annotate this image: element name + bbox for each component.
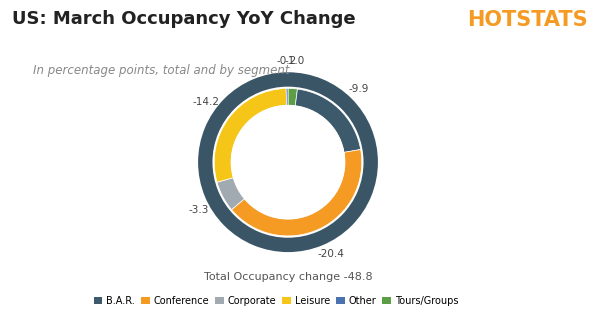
- Text: -3.3: -3.3: [188, 205, 208, 215]
- Text: -14.2: -14.2: [193, 97, 220, 107]
- Text: HOTSTATS: HOTSTATS: [467, 10, 588, 30]
- Wedge shape: [214, 88, 287, 182]
- Wedge shape: [198, 72, 378, 252]
- Wedge shape: [286, 88, 288, 106]
- Wedge shape: [217, 177, 245, 210]
- Text: Total Occupancy change -48.8: Total Occupancy change -48.8: [203, 272, 373, 282]
- Text: -9.9: -9.9: [348, 84, 368, 94]
- Text: -0.2: -0.2: [277, 56, 297, 66]
- Legend: B.A.R., Conference, Corporate, Leisure, Other, Tours/Groups: B.A.R., Conference, Corporate, Leisure, …: [90, 292, 462, 310]
- Text: In percentage points, total and by segment: In percentage points, total and by segme…: [33, 64, 290, 77]
- Circle shape: [232, 106, 344, 219]
- Text: -1.0: -1.0: [284, 56, 305, 66]
- Wedge shape: [295, 89, 361, 152]
- Wedge shape: [288, 88, 298, 106]
- Text: US: March Occupancy YoY Change: US: March Occupancy YoY Change: [12, 10, 356, 28]
- Wedge shape: [232, 149, 362, 236]
- Text: -20.4: -20.4: [317, 249, 344, 259]
